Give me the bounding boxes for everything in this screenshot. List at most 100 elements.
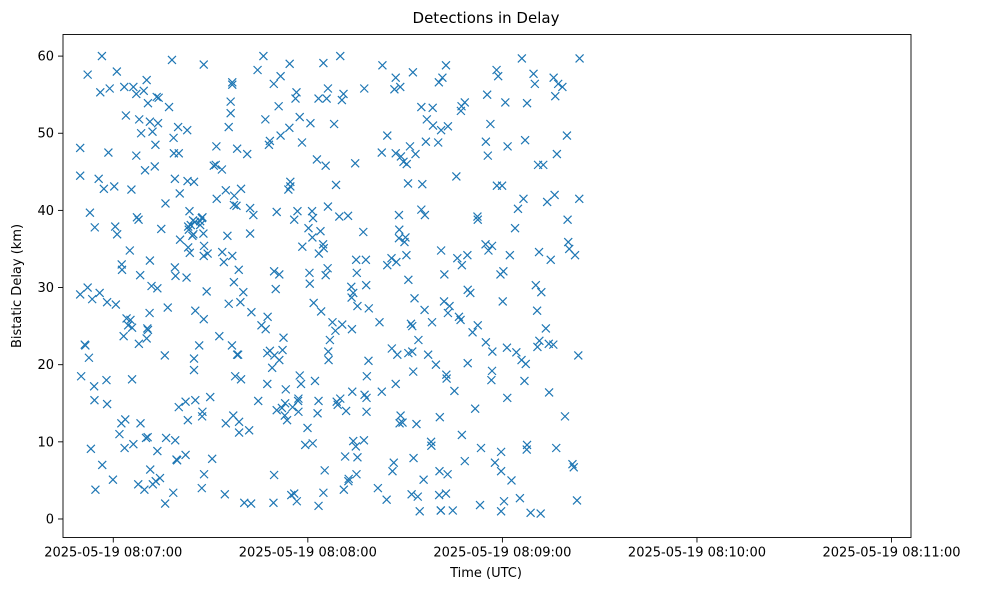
data-point-marker [294,394,303,404]
data-point-marker [441,489,451,498]
data-point-marker [552,149,562,159]
data-point-marker [420,305,430,315]
data-point-marker [167,55,177,65]
data-point-marker [131,151,141,161]
data-point-marker [389,84,399,94]
data-point-marker [289,215,299,225]
data-point-marker [126,315,135,325]
data-point-marker [145,465,155,475]
data-point-marker [541,324,551,333]
y-tick-label: 20 [37,358,54,373]
data-point-marker [161,433,171,443]
data-point-marker [373,483,383,493]
data-point-marker [436,506,446,515]
data-point-marker [496,447,506,457]
data-point-marker [260,114,270,124]
data-point-marker [199,60,209,70]
data-point-marker [276,131,286,140]
data-point-marker [253,396,263,406]
data-point-marker [297,138,307,147]
data-point-marker [310,376,320,386]
data-point-marker [171,271,180,281]
data-point-marker [515,493,525,503]
data-point-marker [279,333,288,343]
data-point-marker [407,321,417,331]
data-point-marker [483,151,493,161]
data-point-marker [232,350,242,360]
data-point-marker [522,98,532,108]
data-point-marker [139,86,149,96]
data-point-marker [510,223,520,233]
data-point-marker [245,203,255,213]
data-point-marker [292,496,302,506]
data-point-marker [269,498,278,508]
data-point-marker [457,260,467,270]
data-point-marker [452,253,462,263]
data-point-marker [562,131,572,140]
data-point-marker [405,141,415,151]
data-point-marker [377,148,387,157]
data-point-marker [89,381,99,391]
data-point-marker [294,407,303,417]
data-point-marker [85,208,95,218]
data-point-marker [395,418,405,428]
data-point-marker [95,87,105,97]
data-point-marker [246,499,256,508]
data-point-marker [401,250,411,260]
data-point-marker [83,70,93,80]
data-point-marker [439,297,449,306]
data-point-marker [134,339,144,349]
data-point-marker [517,53,527,63]
data-point-marker [391,257,401,267]
data-point-marker [127,323,137,333]
data-point-marker [307,232,317,242]
data-point-marker [181,397,191,407]
data-point-marker [128,439,138,449]
data-point-marker [340,452,350,461]
data-point-marker [481,337,491,347]
data-point-marker [233,350,243,360]
data-point-marker [103,148,113,157]
data-point-marker [202,286,212,296]
data-point-marker [318,488,328,498]
data-point-marker [280,411,290,421]
data-point-marker [112,229,122,239]
data-point-marker [272,207,282,217]
data-point-marker [406,319,416,329]
data-point-marker [322,94,332,103]
y-tick-label: 50 [37,127,54,142]
data-point-marker [261,324,271,334]
data-point-marker [229,200,239,210]
data-point-marker [392,350,402,360]
data-point-marker [143,98,153,108]
data-point-marker [190,306,200,316]
data-point-marker [285,59,295,69]
data-point-marker [83,283,93,292]
data-point-marker [375,317,384,327]
data-point-marker [351,442,361,451]
data-point-marker [267,363,277,373]
data-point-marker [473,215,483,225]
data-point-marker [234,417,244,427]
data-point-marker [91,485,100,495]
data-point-marker [80,340,90,350]
data-point-marker [150,140,160,150]
data-point-marker [141,433,151,443]
data-point-marker [308,438,318,448]
data-point-marker [416,102,426,112]
data-point-marker [151,476,161,486]
data-point-marker [293,206,302,216]
data-point-marker [304,223,313,233]
data-point-marker [108,475,118,485]
data-point-marker [350,158,360,168]
data-points [75,51,585,519]
data-point-marker [126,185,136,194]
data-point-marker [274,355,284,365]
data-point-marker [75,143,85,153]
data-point-marker [229,277,239,287]
data-point-marker [145,256,155,265]
data-point-marker [292,87,301,97]
x-tick-label: 2025-05-19 08:09:00 [433,546,571,561]
data-point-marker [226,108,236,118]
data-point-marker [550,190,560,200]
